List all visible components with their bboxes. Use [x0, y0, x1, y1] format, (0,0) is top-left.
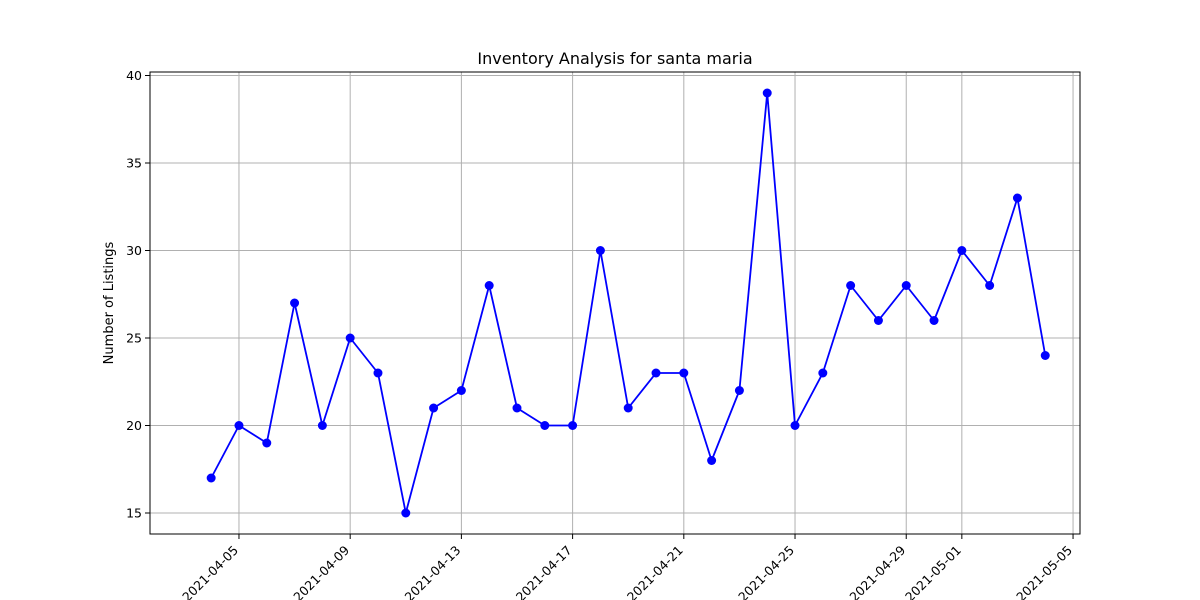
y-axis-label: Number of Listings	[102, 241, 117, 364]
chart-title: Inventory Analysis for santa maria	[477, 49, 752, 68]
y-tick-label: 35	[126, 156, 142, 171]
data-point	[401, 508, 411, 518]
data-point	[957, 246, 967, 255]
data-point	[317, 421, 327, 430]
data-point	[929, 316, 939, 325]
data-point	[985, 281, 995, 290]
data-point	[568, 421, 578, 430]
data-point	[373, 368, 383, 378]
data-point	[456, 386, 466, 395]
data-point	[623, 403, 633, 413]
data-point	[1040, 351, 1050, 360]
data-point	[846, 281, 856, 290]
plot-area	[149, 71, 1081, 535]
data-point	[345, 333, 355, 343]
y-tick-label: 15	[126, 506, 142, 521]
y-axis: 15 20 25 30 35 40	[126, 68, 150, 521]
data-point	[429, 403, 439, 413]
y-tick-label: 25	[126, 331, 142, 346]
y-tick-label: 40	[126, 68, 142, 83]
y-tick-label: 30	[126, 243, 142, 258]
data-point	[790, 421, 800, 430]
data-point	[734, 386, 744, 395]
data-point	[595, 246, 605, 255]
series-layer	[206, 88, 1050, 518]
data-point	[651, 368, 661, 378]
data-point	[540, 421, 550, 430]
data-point	[873, 316, 883, 325]
data-point	[762, 88, 772, 98]
data-point	[290, 298, 300, 308]
grid	[150, 72, 1080, 534]
data-point	[206, 473, 216, 483]
data-point	[1012, 193, 1022, 203]
data-point	[679, 368, 689, 378]
data-point	[901, 281, 911, 290]
data-point	[512, 403, 522, 413]
data-point	[262, 438, 272, 448]
data-point	[707, 456, 717, 465]
y-tick-label: 20	[126, 418, 142, 433]
data-point	[818, 368, 828, 378]
data-point	[484, 281, 494, 290]
data-point	[234, 421, 244, 430]
